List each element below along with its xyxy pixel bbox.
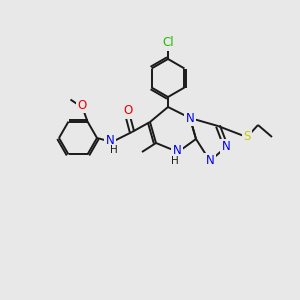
Text: N: N [186,112,194,124]
Text: N: N [222,140,230,154]
Text: Cl: Cl [162,37,174,50]
Text: N: N [186,112,194,124]
Text: N: N [172,143,182,157]
Text: N: N [106,134,114,146]
Text: O: O [78,99,87,112]
Text: N: N [206,154,214,167]
Text: H: H [110,145,118,155]
Text: O: O [123,104,133,118]
Text: S: S [243,130,251,142]
Text: H: H [171,156,179,166]
